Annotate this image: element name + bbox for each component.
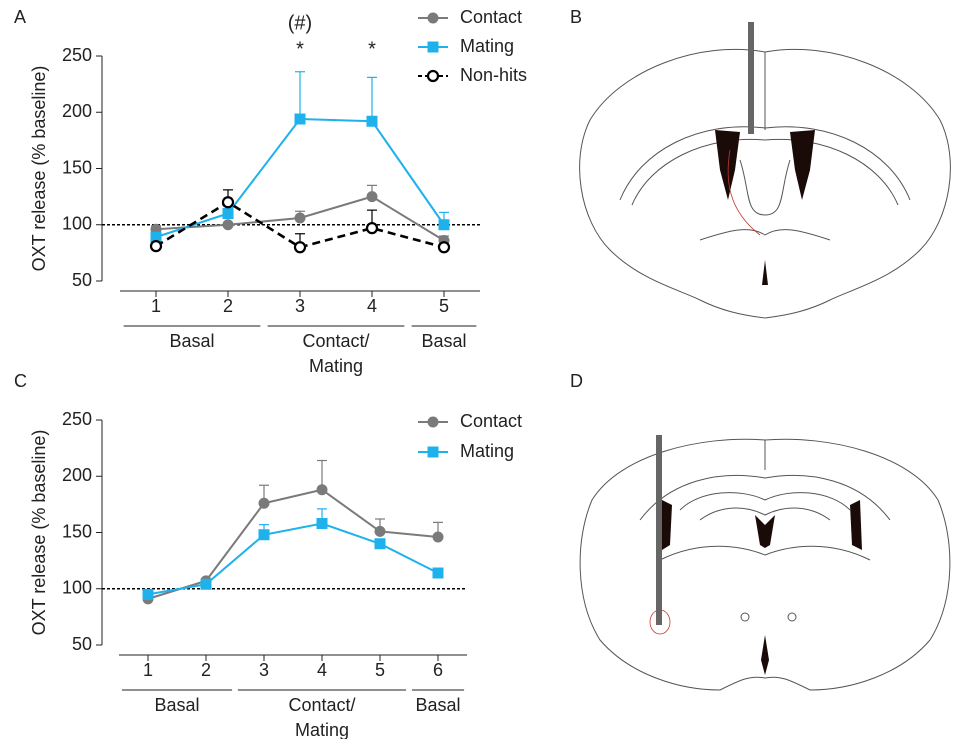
point	[259, 530, 269, 540]
probe	[748, 22, 754, 134]
point	[317, 485, 327, 495]
x-tick-label: 2	[223, 296, 233, 316]
group-label: Basal	[415, 695, 460, 715]
legend-label: Mating	[460, 36, 514, 56]
y-tick-label: 150	[62, 157, 92, 177]
x-tick-label: 2	[201, 660, 211, 680]
brain-section-d	[580, 435, 950, 690]
y-tick-label: 100	[62, 214, 92, 234]
y-tick-label: 50	[72, 634, 92, 654]
x-tick-label: 5	[439, 296, 449, 316]
panel-label: B	[570, 7, 582, 27]
point	[367, 223, 377, 233]
point	[143, 589, 153, 599]
point	[375, 539, 385, 549]
figure: A B C D 50100150200250OXT release (% bas…	[0, 0, 954, 739]
y-tick-label: 200	[62, 465, 92, 485]
point	[295, 114, 305, 124]
annotation: *	[368, 38, 376, 60]
point	[428, 42, 438, 52]
legend-label: Contact	[460, 7, 522, 27]
x-tick-label: 4	[367, 296, 377, 316]
point	[433, 568, 443, 578]
panel-label: D	[570, 371, 583, 391]
x-tick-label: 6	[433, 660, 443, 680]
point	[223, 209, 233, 219]
point	[201, 579, 211, 589]
series-line	[148, 490, 438, 599]
point	[151, 241, 161, 251]
point	[295, 242, 305, 252]
y-axis-label: OXT release (% baseline)	[29, 66, 49, 272]
probe	[656, 435, 662, 625]
y-tick-label: 100	[62, 578, 92, 598]
annotation: *	[296, 38, 304, 60]
point	[428, 417, 438, 427]
group-label: Contact/	[302, 331, 369, 351]
point	[259, 498, 269, 508]
y-tick-label: 250	[62, 409, 92, 429]
panel-label: C	[14, 371, 27, 391]
point	[433, 532, 443, 542]
group-label: Basal	[154, 695, 199, 715]
point	[439, 242, 449, 252]
y-tick-label: 200	[62, 101, 92, 121]
x-tick-label: 3	[259, 660, 269, 680]
y-tick-label: 250	[62, 45, 92, 65]
point	[428, 447, 438, 457]
y-tick-label: 150	[62, 521, 92, 541]
legend-label: Non-hits	[460, 65, 527, 85]
group-label: Mating	[309, 356, 363, 376]
legend-label: Contact	[460, 411, 522, 431]
point	[367, 116, 377, 126]
x-tick-label: 4	[317, 660, 327, 680]
y-axis-label: OXT release (% baseline)	[29, 430, 49, 636]
point	[223, 220, 233, 230]
point	[295, 213, 305, 223]
point	[223, 197, 233, 207]
brain-section-b	[580, 22, 951, 318]
series-line	[148, 524, 438, 595]
point	[439, 220, 449, 230]
panel-label: A	[14, 7, 26, 27]
x-tick-label: 5	[375, 660, 385, 680]
point	[375, 526, 385, 536]
legend-label: Mating	[460, 441, 514, 461]
annotation: (#)	[288, 12, 312, 34]
x-tick-label: 1	[151, 296, 161, 316]
x-tick-label: 3	[295, 296, 305, 316]
point	[428, 13, 438, 23]
group-label: Mating	[295, 720, 349, 739]
group-label: Basal	[169, 331, 214, 351]
point	[367, 192, 377, 202]
group-label: Basal	[421, 331, 466, 351]
group-label: Contact/	[288, 695, 355, 715]
y-tick-label: 50	[72, 270, 92, 290]
point	[317, 519, 327, 529]
point	[428, 71, 438, 81]
x-tick-label: 1	[143, 660, 153, 680]
